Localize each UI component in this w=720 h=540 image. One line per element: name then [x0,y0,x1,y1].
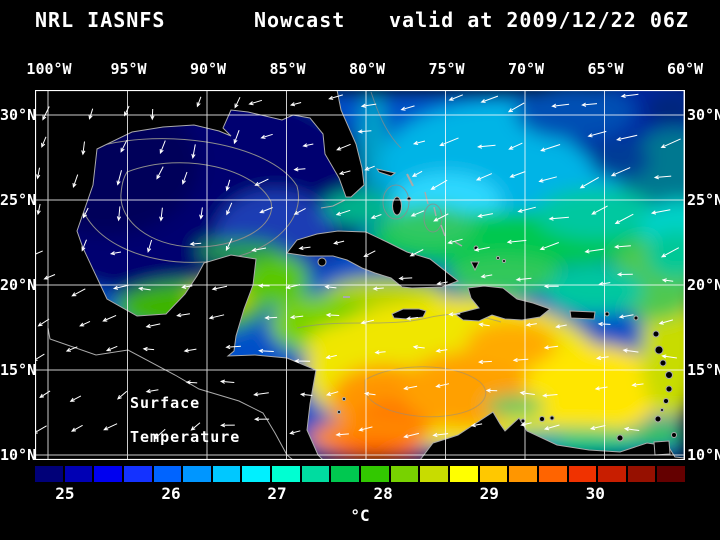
island-margarita [616,434,624,442]
island-dominica [659,359,667,367]
island-virgin-is [604,311,610,317]
island-cuba [286,230,460,289]
island-st-lucia [665,385,673,393]
pacific-coastline [47,327,294,460]
colorbar-cell [479,466,508,482]
colorbar-cell [598,466,626,482]
colorbar-tick-label: 26 [161,484,181,503]
lon-tick-label: 95°W [110,60,147,78]
lat-tick-label: 25°N [0,191,37,209]
colorbar-tick-label: 28 [373,484,393,503]
lat-tick-label: 15°N [0,361,37,379]
island-curacao [539,416,545,422]
colorbar-cell [183,466,211,482]
wind-vector-arrows [35,93,681,440]
florida-keys [320,199,346,209]
island-eleuthera [424,191,429,205]
colorbar-unit-label: °C [350,506,370,525]
island-grenadines [660,408,664,412]
colorbar-cell [301,466,330,482]
lat-tick-label: 25°N [687,191,720,209]
island-turks-2 [502,259,506,263]
colorbar-cell [331,466,360,482]
lon-tick-label: 65°W [587,60,624,78]
colorbar-cell [509,466,537,482]
colorbar-cell [627,466,656,482]
lon-tick-label: 100°W [26,60,72,78]
island-antigua [652,330,660,338]
colorbar-tick-label: 30 [585,484,605,503]
colorbar-cell [657,466,686,482]
island-turks-1 [496,256,500,260]
annotation-surface: Surface [130,394,200,412]
island-trinidad [653,440,671,456]
sst-map: Surface Temperature [35,90,685,460]
lat-tick-label: 20°N [687,276,720,294]
colorbar-cell [538,466,567,482]
island-guadeloupe [654,345,664,355]
island-st-vincent [663,398,669,404]
grid-lines [35,90,685,460]
colorbar-cell [35,466,63,482]
lon-tick-label: 85°W [269,60,306,78]
title-model: NRL IASNFS [35,8,166,32]
island-san-andres [337,410,341,414]
land-mass [35,90,685,460]
colorbar-cell [361,466,389,482]
colorbar-tick-label: 27 [267,484,287,503]
island-isla-juventud [317,257,327,267]
lat-tick-label: 30°N [0,106,37,124]
colorbar-tick-label: 25 [55,484,75,503]
island-hispaniola [453,285,552,322]
title-valid-time: valid at 2009/12/22 06Z [389,8,689,32]
colorbar-cell [420,466,448,482]
lon-tick-label: 60°W [666,60,704,78]
colorbar-cell [272,466,300,482]
colorbar-cell [123,466,152,482]
island-tobago [671,432,677,438]
island-crooked [454,241,463,247]
islands [286,168,677,456]
colorbar-tick-label: 29 [479,484,499,503]
island-inagua [470,261,480,272]
island-aruba [520,418,526,424]
colorbar [35,466,686,482]
island-andros [392,196,402,216]
island-grand-bahama [375,168,397,177]
lon-tick-label: 70°W [507,60,545,78]
lat-tick-label: 30°N [687,106,720,124]
island-martinique [665,371,673,379]
lat-tick-label: 10°N [687,446,720,464]
map-frame [35,90,685,460]
island-jamaica [391,308,427,320]
lat-tick-label: 20°N [0,276,37,294]
colorbar-cell [390,466,419,482]
colorbar-cell [449,466,478,482]
colorbar-tick-labels: 25 26 27 28 29 30 [35,484,685,504]
map-annotation: Surface Temperature [130,394,240,446]
island-providencia [342,397,346,401]
island-cat [433,206,437,217]
lon-tick-label: 90°W [189,60,227,78]
lat-tick-label: 15°N [687,361,720,379]
island-long [440,224,446,237]
lat-tick-label: 10°N [0,446,37,464]
title-product: Nowcast [254,8,346,32]
colorbar-cell [153,466,182,482]
colorbar-cell [242,466,271,482]
island-st-martin [633,315,639,321]
island-bonaire [549,415,555,421]
lon-tick-label: 75°W [428,60,465,78]
annotation-temperature: Temperature [130,428,240,446]
island-puerto-rico [569,310,596,320]
colorbar-cell [568,466,597,482]
island-grenada [654,415,662,423]
colorbar-cell [212,466,241,482]
lon-tick-label: 80°W [348,60,386,78]
island-abaco [406,173,414,187]
colorbar-cell [94,466,122,482]
colorbar-cell [64,466,93,482]
